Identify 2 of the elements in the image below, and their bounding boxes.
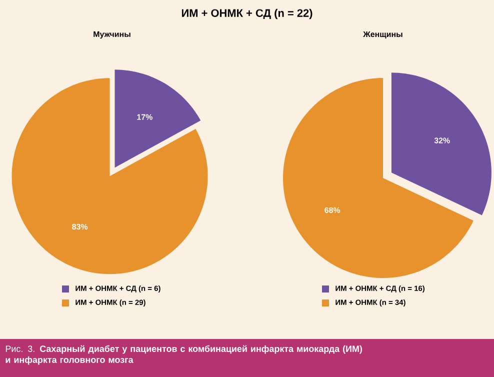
- text: Рис. 3. Сахарный диабет у пациентов с комбинацией инфаркта миокарда (ИМ) и инфаркта головного мозга: [6, 345, 362, 365]
- text: ИМ + ОНМК + СД (n = 22): [182, 8, 312, 20]
